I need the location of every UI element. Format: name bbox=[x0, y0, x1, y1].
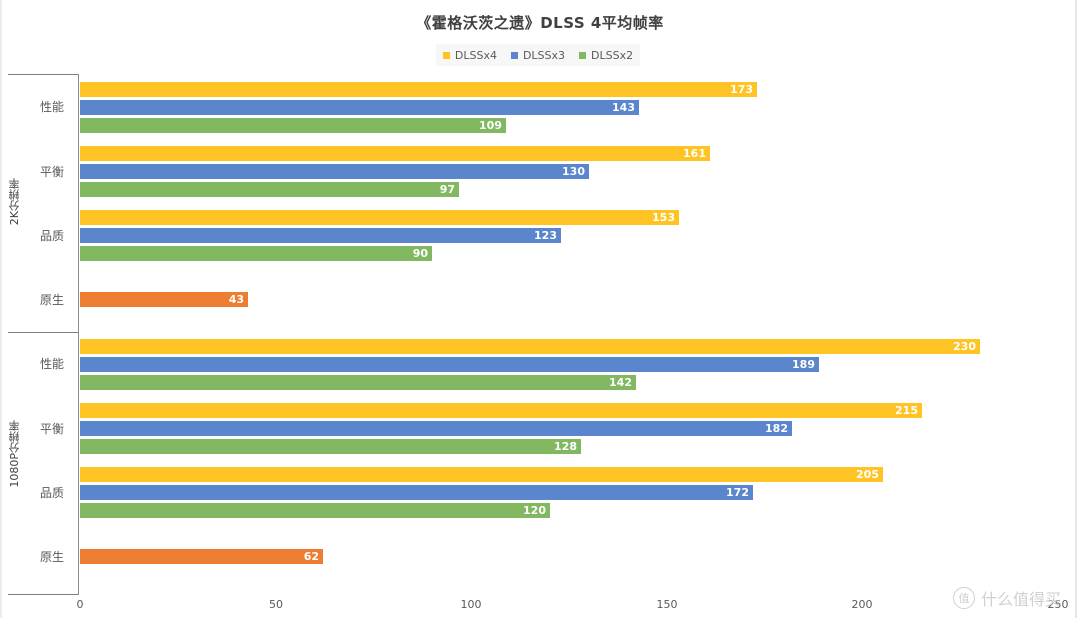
category-label-performance: 性能 bbox=[39, 357, 64, 371]
category-label-native: 原生 bbox=[39, 293, 64, 307]
category-label-performance: 性能 bbox=[39, 100, 64, 114]
chart-title: 《霍格沃茨之遗》DLSS 4平均帧率 bbox=[416, 14, 664, 32]
bar-1080p-performance-dlssx2: 142 bbox=[80, 375, 636, 390]
x-tick-label: 250 bbox=[1047, 598, 1069, 611]
x-tick-label: 50 bbox=[269, 598, 283, 611]
bar-value: 205 bbox=[856, 468, 879, 481]
category-label-balanced: 平衡 bbox=[39, 422, 64, 436]
chart-legend: DLSSx4 DLSSx3 DLSSx2 bbox=[436, 44, 640, 66]
bar-value: 43 bbox=[228, 293, 244, 306]
legend-item-dlssx3: DLSSx3 bbox=[510, 48, 566, 62]
group-label-2k: 2K分辨率 bbox=[8, 178, 21, 226]
category-label-balanced: 平衡 bbox=[39, 165, 64, 179]
bar-1080p-performance-dlssx3: 189 bbox=[80, 357, 819, 372]
bar-value: 123 bbox=[534, 229, 557, 242]
group-label-1080p: 1080P分辨率 bbox=[8, 420, 21, 488]
bar-1080p-performance-dlssx4: 230 bbox=[80, 339, 980, 354]
bar-value: 142 bbox=[609, 376, 632, 389]
bar-1080p-native: 62 bbox=[80, 549, 323, 564]
x-tick-label: 200 bbox=[851, 598, 873, 611]
bar-2k-balanced-dlssx3: 130 bbox=[80, 164, 589, 179]
bar-2k-balanced-dlssx2: 97 bbox=[80, 182, 459, 197]
legend-label: DLSSx3 bbox=[522, 48, 566, 62]
x-tick-label: 150 bbox=[656, 598, 678, 611]
bar-1080p-quality-dlssx4: 205 bbox=[80, 467, 883, 482]
bar-value: 230 bbox=[953, 340, 976, 353]
category-label-quality: 品质 bbox=[39, 229, 64, 243]
x-tick-label: 100 bbox=[460, 598, 482, 611]
x-tick-label: 0 bbox=[76, 598, 84, 611]
legend-item-dlssx4: DLSSx4 bbox=[442, 48, 497, 62]
category-label-quality: 品质 bbox=[39, 486, 64, 500]
bar-2k-quality-dlssx4: 153 bbox=[80, 210, 679, 225]
bar-2k-native: 43 bbox=[80, 292, 248, 307]
bar-value: 120 bbox=[523, 504, 546, 517]
legend-label: DLSSx2 bbox=[591, 48, 634, 62]
bar-1080p-balanced-dlssx2: 128 bbox=[80, 439, 581, 454]
legend-item-dlssx2: DLSSx2 bbox=[579, 49, 633, 62]
bar-1080p-quality-dlssx3: 172 bbox=[80, 485, 753, 500]
group-divider bbox=[8, 332, 78, 333]
legend-label: DLSSx4 bbox=[454, 48, 497, 62]
watermark: 值 什么值得买 bbox=[953, 586, 1061, 610]
bar-2k-quality-dlssx3: 123 bbox=[80, 228, 561, 243]
bar-2k-quality-dlssx2: 90 bbox=[80, 246, 432, 261]
bar-1080p-balanced-dlssx4: 215 bbox=[80, 403, 922, 418]
group-bracket-1080p bbox=[8, 594, 78, 595]
bar-value: 215 bbox=[895, 404, 918, 417]
bar-value: 153 bbox=[652, 211, 675, 224]
bar-value: 143 bbox=[612, 101, 635, 114]
bar-2k-performance-dlssx2: 109 bbox=[80, 118, 506, 133]
bar-value: 130 bbox=[562, 165, 585, 178]
legend-swatch-icon bbox=[579, 51, 587, 59]
bar-value: 90 bbox=[412, 247, 428, 260]
legend-swatch-icon bbox=[442, 51, 450, 59]
bar-2k-performance-dlssx3: 143 bbox=[80, 100, 639, 115]
bar-value: 161 bbox=[683, 147, 706, 160]
category-label-native: 原生 bbox=[39, 550, 64, 564]
bar-1080p-balanced-dlssx3: 182 bbox=[80, 421, 792, 436]
bar-value: 97 bbox=[439, 183, 455, 196]
legend-swatch-icon bbox=[510, 51, 518, 59]
bar-value: 172 bbox=[726, 486, 749, 499]
bar-value: 189 bbox=[792, 358, 815, 371]
bar-2k-performance-dlssx4: 173 bbox=[80, 82, 757, 97]
bar-value: 109 bbox=[479, 119, 502, 132]
bar-2k-balanced-dlssx4: 161 bbox=[80, 146, 710, 161]
watermark-logo-icon: 值 bbox=[953, 587, 975, 609]
category-axis-line bbox=[78, 74, 79, 595]
bar-1080p-quality-dlssx2: 120 bbox=[80, 503, 550, 518]
bar-value: 62 bbox=[303, 550, 319, 563]
bar-value: 128 bbox=[554, 440, 577, 453]
bar-value: 173 bbox=[730, 83, 753, 96]
watermark-text: 什么值得买 bbox=[981, 590, 1062, 609]
bar-value: 182 bbox=[765, 422, 788, 435]
